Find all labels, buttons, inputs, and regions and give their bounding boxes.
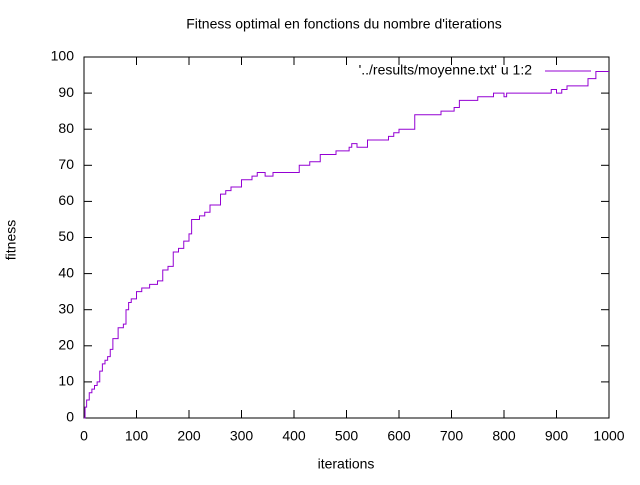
y-tick-label: 60 (58, 192, 74, 208)
x-tick-label: 1000 (593, 428, 624, 444)
y-tick-label: 20 (58, 337, 74, 353)
x-tick-label: 800 (492, 428, 516, 444)
x-tick-label: 0 (80, 428, 88, 444)
x-tick-label: 900 (545, 428, 569, 444)
y-tick-label: 40 (58, 264, 74, 280)
y-tick-label: 0 (66, 409, 74, 425)
y-tick-label: 10 (58, 373, 74, 389)
y-tick-label: 70 (58, 156, 74, 172)
x-axis-label: iterations (318, 456, 375, 472)
y-tick-label: 90 (58, 84, 74, 100)
x-tick-label: 200 (177, 428, 201, 444)
data-line (84, 70, 609, 419)
x-tick-label: 400 (282, 428, 306, 444)
x-tick-label: 500 (335, 428, 359, 444)
legend-label: '../results/moyenne.txt' u 1:2 (359, 62, 533, 78)
x-tick-label: 100 (125, 428, 149, 444)
x-tick-label: 600 (387, 428, 411, 444)
y-tick-label: 100 (51, 48, 75, 64)
y-tick-label: 50 (58, 228, 74, 244)
x-tick-label: 700 (440, 428, 464, 444)
chart-title: Fitness optimal en fonctions du nombre d… (186, 16, 502, 32)
y-axis-label: fitness (3, 220, 19, 260)
x-tick-label: 300 (230, 428, 254, 444)
y-tick-label: 30 (58, 300, 74, 316)
y-tick-label: 80 (58, 120, 74, 136)
